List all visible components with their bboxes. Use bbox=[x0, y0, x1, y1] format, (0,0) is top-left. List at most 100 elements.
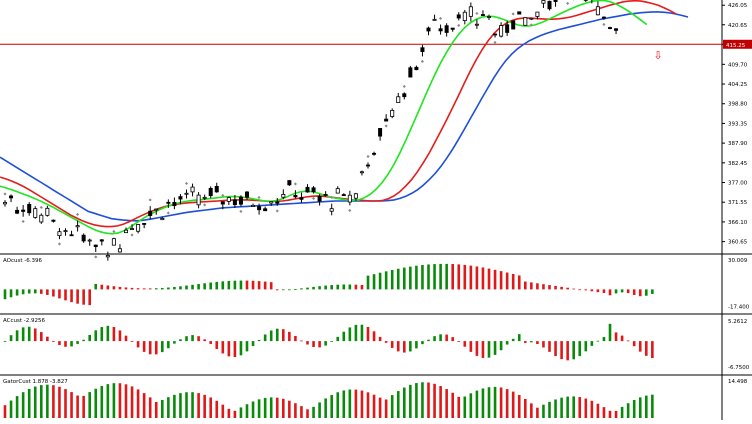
histogram-bar bbox=[88, 392, 91, 418]
histogram-bar bbox=[222, 405, 225, 418]
histogram-bar bbox=[645, 396, 648, 418]
histogram-bar bbox=[572, 396, 575, 418]
histogram-bar bbox=[58, 289, 61, 298]
histogram-bar bbox=[294, 403, 297, 418]
histogram-bar bbox=[46, 337, 49, 341]
candle-body bbox=[149, 211, 152, 215]
y-tick-label: 377.00 bbox=[728, 181, 748, 187]
histogram-bar bbox=[536, 341, 539, 344]
histogram-bar bbox=[252, 401, 255, 418]
histogram-bar bbox=[621, 407, 624, 418]
candle-body bbox=[372, 153, 375, 154]
histogram-bar bbox=[403, 388, 406, 418]
candle-body bbox=[475, 24, 478, 25]
histogram-bar bbox=[609, 289, 612, 295]
histogram-bar bbox=[113, 383, 116, 418]
histogram-bar bbox=[415, 383, 418, 418]
candle-body bbox=[409, 68, 412, 77]
histogram-bar bbox=[10, 401, 13, 418]
histogram-bar bbox=[639, 289, 642, 296]
histogram-bar bbox=[439, 264, 442, 290]
histogram-bar bbox=[312, 407, 315, 418]
histogram-bar bbox=[70, 289, 73, 302]
candle-body bbox=[288, 181, 291, 185]
histogram-bar bbox=[270, 282, 273, 289]
histogram-bar bbox=[355, 325, 358, 341]
histogram-bar bbox=[391, 395, 394, 418]
histogram-bar bbox=[22, 392, 25, 418]
histogram-bar bbox=[578, 341, 581, 356]
histogram-bar bbox=[554, 286, 557, 289]
candle-body bbox=[94, 245, 97, 247]
candle-body bbox=[300, 198, 303, 200]
histogram-bar bbox=[415, 341, 418, 348]
histogram-bar bbox=[155, 341, 158, 354]
fractal-marker-icon: ◆ bbox=[621, 0, 625, 1]
histogram-bar bbox=[512, 339, 515, 341]
histogram-bar bbox=[403, 268, 406, 290]
fractal-marker-icon: ◆ bbox=[258, 195, 262, 200]
histogram-bar bbox=[107, 384, 110, 418]
histogram-bar bbox=[330, 341, 333, 342]
histogram-bar bbox=[70, 392, 73, 418]
histogram-bar bbox=[215, 341, 218, 349]
histogram-bar bbox=[28, 389, 31, 418]
histogram-bar bbox=[125, 287, 128, 289]
candle-body bbox=[318, 196, 321, 201]
histogram-bar bbox=[197, 393, 200, 418]
histogram-bar bbox=[361, 285, 364, 289]
histogram-bar bbox=[367, 276, 370, 290]
histogram-bar bbox=[113, 327, 116, 341]
histogram-bar bbox=[457, 341, 460, 342]
candle-body bbox=[215, 186, 218, 191]
histogram-bar bbox=[288, 401, 291, 418]
histogram-bar bbox=[131, 288, 134, 289]
histogram-bar bbox=[94, 330, 97, 341]
candle-body bbox=[348, 195, 351, 202]
histogram-bar bbox=[621, 289, 624, 292]
histogram-bar bbox=[542, 341, 545, 347]
histogram-bar bbox=[167, 397, 170, 418]
fractal-marker-icon: ◆ bbox=[421, 58, 425, 63]
histogram-bar bbox=[209, 397, 212, 418]
histogram-bar bbox=[385, 399, 388, 418]
histogram-bar bbox=[143, 341, 146, 352]
histogram-bar bbox=[560, 341, 563, 359]
fractal-marker-icon: ◆ bbox=[439, 16, 443, 21]
histogram-bar bbox=[330, 395, 333, 418]
histogram-bar bbox=[536, 283, 539, 289]
y-tick-label: 409.70 bbox=[728, 62, 748, 68]
histogram-bar bbox=[548, 341, 551, 352]
histogram-bar bbox=[548, 402, 551, 418]
histogram-bar bbox=[46, 385, 49, 418]
histogram-bar bbox=[258, 340, 261, 341]
histogram-bar bbox=[621, 336, 624, 342]
histogram-bar bbox=[512, 274, 515, 289]
histogram-bar bbox=[585, 289, 588, 290]
candle-body bbox=[506, 25, 509, 33]
histogram-bar bbox=[276, 329, 279, 341]
candle-body bbox=[233, 200, 236, 205]
histogram-bar bbox=[518, 275, 521, 289]
histogram-bar bbox=[391, 270, 394, 289]
candle-body bbox=[336, 189, 339, 193]
histogram-bar bbox=[427, 340, 430, 341]
histogram-bar bbox=[185, 336, 188, 341]
histogram-bar bbox=[34, 387, 37, 418]
candle-body bbox=[536, 12, 539, 16]
histogram-bar bbox=[403, 341, 406, 352]
candle-body bbox=[481, 15, 484, 16]
y-tick-label: 398.80 bbox=[728, 102, 748, 108]
candle-body bbox=[185, 193, 188, 194]
candle-body bbox=[197, 195, 200, 205]
fractal-marker-icon: ◆ bbox=[167, 210, 171, 215]
candle-body bbox=[306, 187, 309, 192]
histogram-bar bbox=[633, 400, 636, 418]
candle-body bbox=[518, 12, 521, 14]
candle-body bbox=[251, 205, 254, 206]
histogram-bar bbox=[131, 341, 134, 342]
candle-body bbox=[112, 239, 115, 246]
histogram-bar bbox=[457, 264, 460, 289]
histogram-bar bbox=[58, 387, 61, 418]
